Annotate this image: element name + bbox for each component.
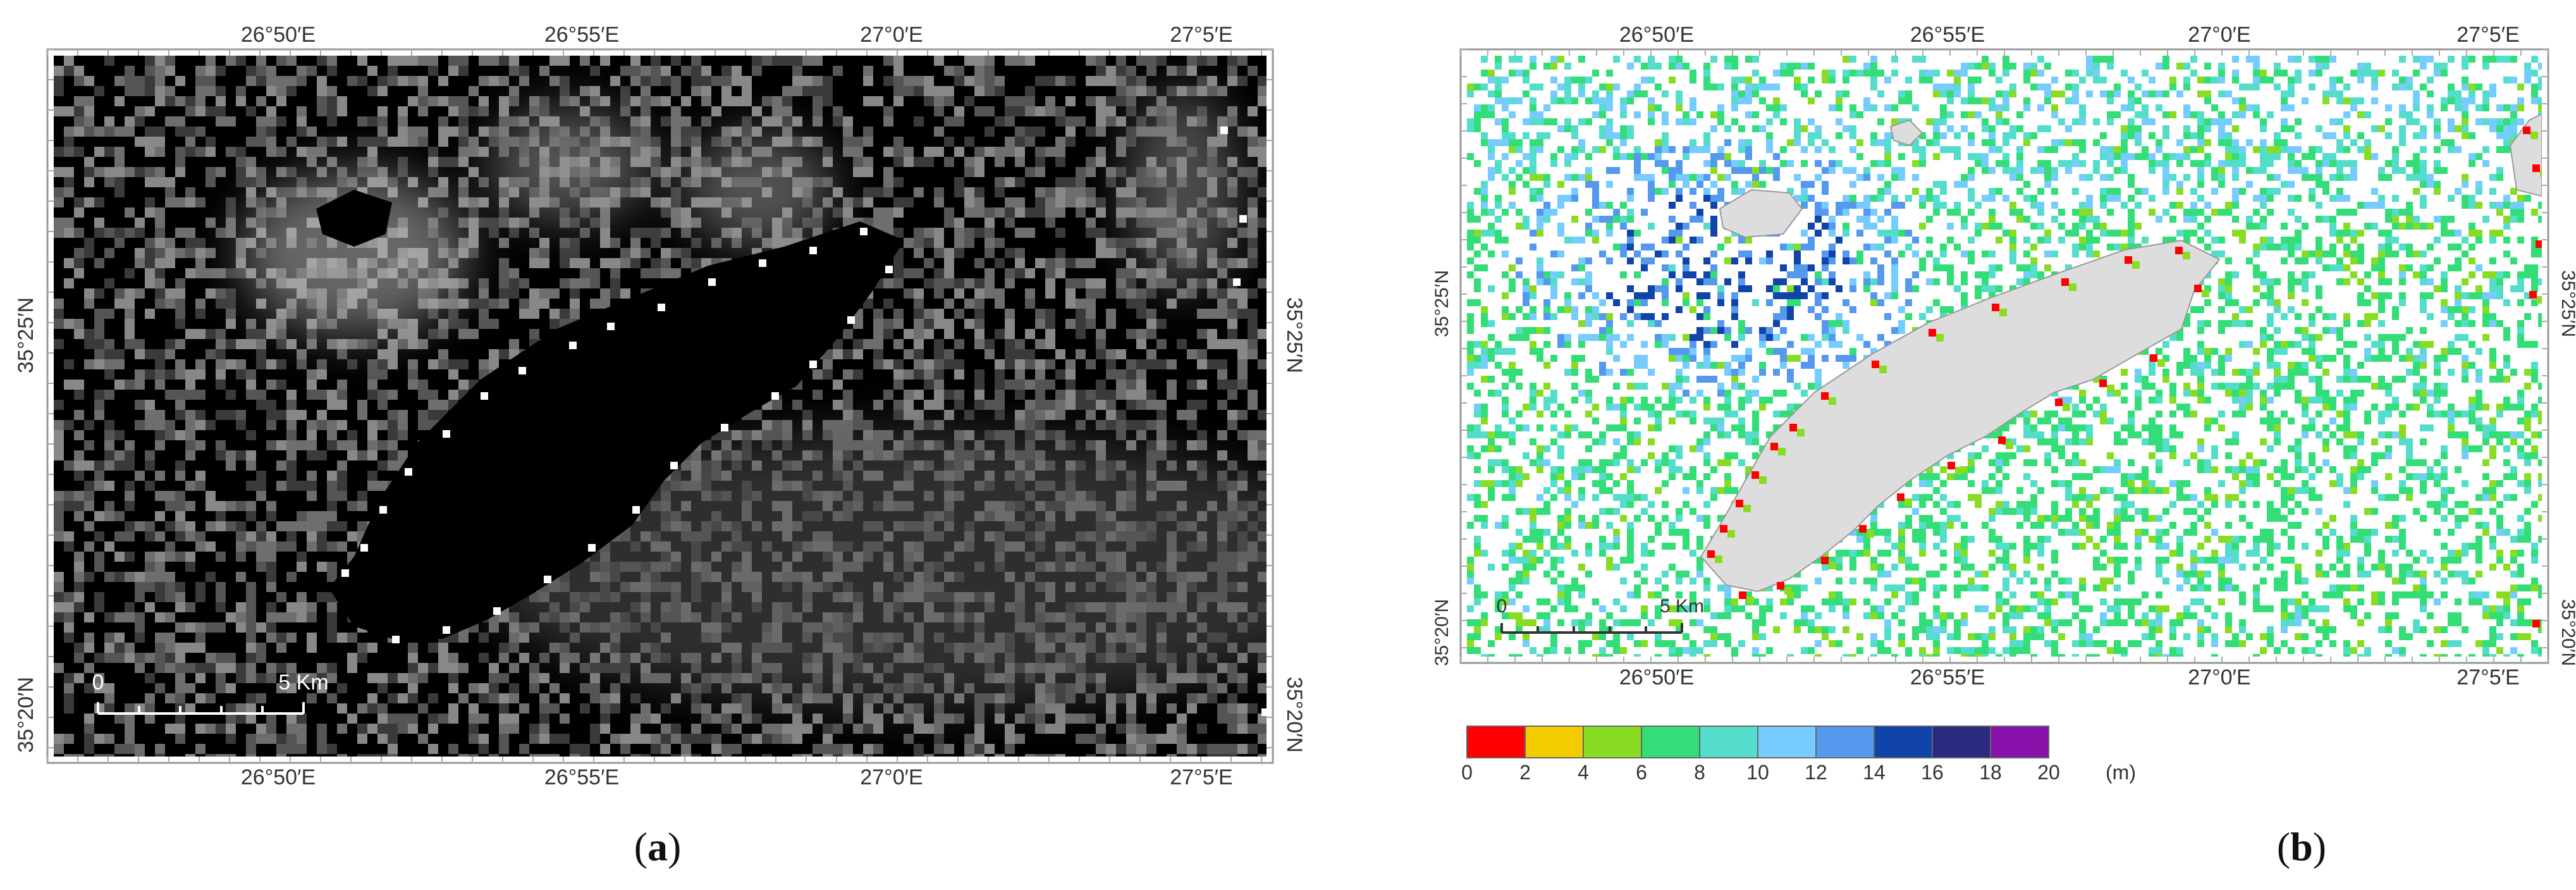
panel-a-lon-label-top-2: 26°55′E	[544, 23, 619, 47]
legend-swatch	[1815, 726, 1875, 758]
panel-a-scale-end: 5 Km	[278, 671, 328, 695]
legend-tick-label: 12	[1805, 761, 1827, 784]
panel-a: 26°50′E 26°55′E 27°0′E 27°5′E 26°50′E 26…	[14, 23, 1306, 869]
legend-swatch	[1524, 726, 1584, 758]
panel-b-lon-label-top-3: 27°0′E	[2188, 23, 2250, 47]
panel-a-lat-label-left-1: 35°25′N	[14, 297, 38, 373]
panel-a-caption: (a)	[634, 824, 682, 869]
legend-swatch	[1466, 726, 1526, 758]
panel-b-lon-label-top-2: 26°55′E	[1910, 23, 1985, 47]
legend-swatch	[1699, 726, 1758, 758]
panel-a-scale-bar	[97, 702, 305, 715]
panel-b-lat-label-left-2: 35°20′N	[1432, 599, 1452, 666]
panel-b-island	[1700, 239, 2221, 593]
panel-a-lat-label-left-2: 35°20′N	[14, 677, 38, 753]
panel-a-lon-label-top-1: 26°50′E	[241, 23, 316, 47]
panel-b: 26°50′E 26°55′E 27°0′E 27°5′E 26°50′E 26…	[1432, 23, 2576, 869]
legend-swatch	[1990, 726, 2049, 758]
panel-a-frame	[46, 48, 1274, 764]
panel-a-lon-label-bottom-2: 26°55′E	[544, 765, 619, 789]
panel-a-lon-label-bottom-1: 26°50′E	[241, 765, 316, 789]
legend-swatch	[1641, 726, 1700, 758]
panel-a-lon-label-top-3: 27°0′E	[860, 23, 923, 47]
panel-b-map	[1467, 56, 2542, 657]
panel-b-frame-ticks	[1460, 49, 2549, 663]
legend-tick-label: 18	[1979, 761, 2002, 784]
panel-b-lon-label-bottom-3: 27°0′E	[2188, 665, 2250, 689]
legend-swatch	[1874, 726, 1933, 758]
panel-a-lat-label-right-1: 35°25′N	[1282, 297, 1306, 373]
panel-b-lat-label-right-1: 35°25′N	[2558, 270, 2576, 337]
depth-legend: 0 2 4 6 8 10 12 14 16 18 20	[1461, 726, 2060, 784]
panel-b-coast-shallow-points	[1707, 127, 2542, 633]
panel-b-scale-end: 5 Km	[1660, 596, 1704, 617]
legend-tick-label: 8	[1694, 761, 1705, 784]
panel-b-islet	[1719, 189, 1803, 238]
legend-tick-label: 16	[1921, 761, 1944, 784]
legend-swatch	[1932, 726, 1991, 758]
panel-b-caption: (b)	[2277, 824, 2326, 869]
legend-swatch	[1583, 726, 1642, 758]
panel-a-lat-label-right-2: 35°20′N	[1282, 677, 1306, 753]
legend-tick-label: 0	[1461, 761, 1473, 784]
legend-tick-label: 2	[1519, 761, 1531, 784]
panel-a-bright-zones	[240, 89, 1267, 708]
legend-tick-label: 6	[1636, 761, 1647, 784]
legend-unit: (m)	[2106, 761, 2136, 784]
panel-b-lon-label-top-4: 27°5′E	[2456, 23, 2519, 47]
legend-tick-label: 4	[1578, 761, 1589, 784]
panel-b-scale-start: 0	[1497, 596, 1507, 617]
panel-a-lon-label-bottom-4: 27°5′E	[1170, 765, 1232, 789]
legend-swatch	[1757, 726, 1817, 758]
panel-a-islet	[316, 190, 392, 247]
panel-a-scale-start: 0	[92, 671, 104, 695]
panel-a-coast-points	[341, 127, 1267, 716]
legend-tick-label: 20	[2037, 761, 2060, 784]
legend-tick-label: 10	[1746, 761, 1769, 784]
panel-b-lon-label-bottom-1: 26°50′E	[1619, 665, 1694, 689]
panel-b-lat-label-left-1: 35°25′N	[1432, 270, 1452, 337]
panel-b-scale-bar	[1500, 623, 1683, 634]
panel-a-lon-label-bottom-3: 27°0′E	[860, 765, 923, 789]
panel-a-map	[54, 56, 1267, 757]
panel-b-lon-label-bottom-4: 27°5′E	[2456, 665, 2519, 689]
panel-a-island	[329, 221, 904, 639]
panel-b-lon-label-bottom-2: 26°55′E	[1910, 665, 1985, 689]
panel-b-lat-label-right-2: 35°20′N	[2558, 599, 2576, 666]
panel-b-lon-label-top-1: 26°50′E	[1619, 23, 1694, 47]
panel-b-islet-north	[1889, 119, 1923, 147]
legend-tick-label: 14	[1863, 761, 1886, 784]
panel-a-lon-label-top-4: 27°5′E	[1170, 23, 1232, 47]
panel-a-frame-ticks	[47, 49, 1273, 763]
